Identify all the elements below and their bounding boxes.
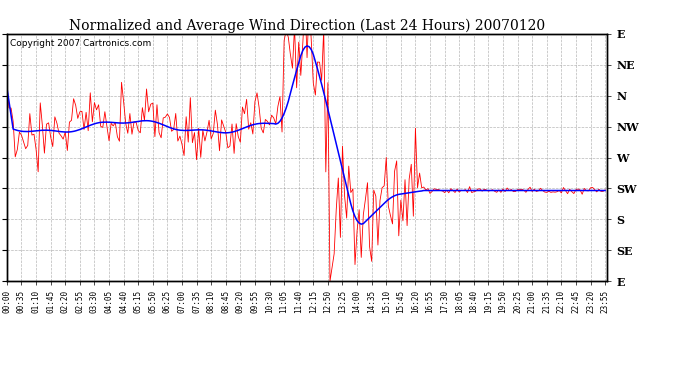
Text: Copyright 2007 Cartronics.com: Copyright 2007 Cartronics.com	[10, 39, 151, 48]
Title: Normalized and Average Wind Direction (Last 24 Hours) 20070120: Normalized and Average Wind Direction (L…	[69, 18, 545, 33]
